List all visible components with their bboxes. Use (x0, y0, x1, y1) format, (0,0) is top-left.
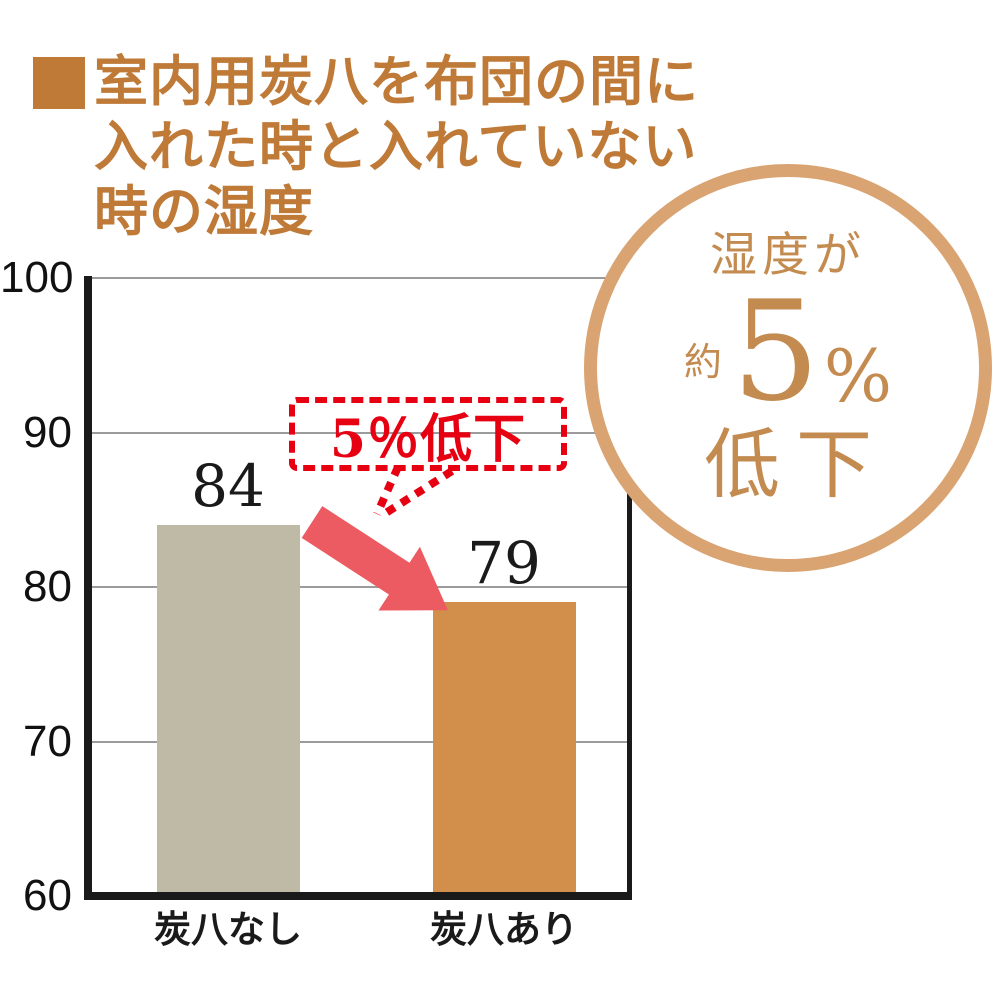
badge-big-number: 5 (731, 271, 820, 432)
x-axis-line (84, 892, 632, 900)
category-label-炭八あり: 炭八あり (430, 909, 578, 950)
title-line-2: 入れた時と入れていない (94, 117, 698, 177)
gridline-100 (92, 277, 627, 279)
plot-right-border (627, 278, 632, 894)
y-tick-label-90: 90 (23, 407, 72, 457)
chart-title: 室内用炭八を布団の間に 入れた時と入れていない 時の湿度 (33, 50, 699, 245)
title-line-1: 室内用炭八を布団の間に (94, 52, 699, 112)
title-line-3: 時の湿度 (94, 182, 314, 242)
badge-percent-sign: % (823, 334, 893, 418)
category-label-炭八なし: 炭八なし (154, 909, 302, 950)
chart-title-text: 室内用炭八を布団の間に 入れた時と入れていない 時の湿度 (94, 50, 699, 245)
bar-炭八なし (156, 525, 300, 896)
badge-approx: 約 (683, 340, 722, 384)
y-tick-label-80: 80 (23, 562, 72, 611)
bar-炭八あり (432, 602, 576, 896)
badge-midrow: 約 5 % (684, 283, 892, 421)
badge-line1: 湿度が (710, 228, 866, 283)
y-tick-label-70: 70 (23, 716, 72, 766)
bar-value-label-炭八あり: 79 (467, 529, 541, 598)
bubble-tail-right-line (378, 467, 455, 520)
gridline-90 (92, 431, 627, 434)
bar-value-label-炭八なし: 84 (191, 452, 265, 521)
y-tick-label-100: 100 (0, 253, 74, 302)
y-axis-line (84, 276, 92, 900)
y-tick-label-60: 60 (23, 871, 72, 920)
callout-bubble: 5％低下 (289, 397, 567, 471)
title-bullet-square-icon (33, 57, 85, 109)
highlight-badge: 湿度が 約 5 % 低下 (584, 164, 992, 572)
badge-line3: 低下 (704, 420, 888, 509)
bubble-tail-left-line (373, 465, 402, 516)
callout-text: 5％低下 (329, 408, 527, 470)
gridline-70 (92, 740, 627, 743)
